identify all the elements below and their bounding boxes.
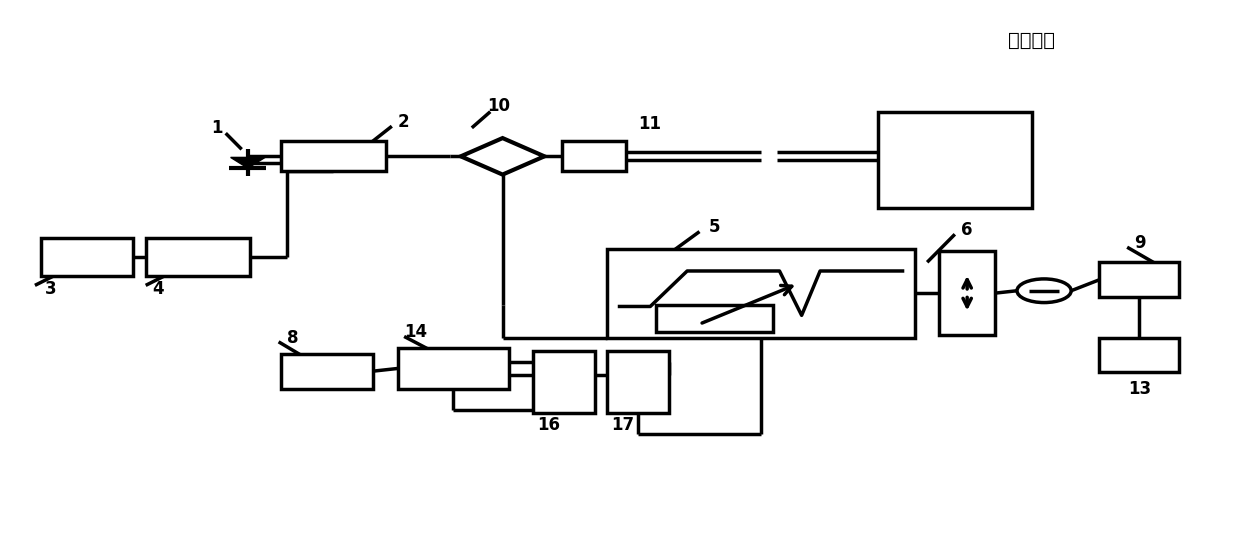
Bar	[607, 351, 669, 413]
Text: 13: 13	[1127, 379, 1151, 397]
Text: 3: 3	[45, 280, 57, 298]
Text: 10: 10	[487, 97, 510, 115]
Bar	[607, 249, 914, 337]
Text: 2: 2	[398, 114, 410, 132]
Text: 11: 11	[638, 115, 660, 133]
Bar	[281, 141, 385, 171]
Bar	[398, 348, 509, 389]
Bar	[657, 305, 773, 332]
Polygon shape	[230, 157, 265, 168]
Bar	[878, 112, 1032, 209]
Text: 14: 14	[404, 323, 427, 341]
Bar	[281, 354, 373, 389]
Bar	[41, 238, 134, 276]
Bar	[146, 238, 250, 276]
Text: 4: 4	[152, 280, 164, 298]
Text: 待测目标: 待测目标	[1009, 31, 1056, 50]
Text: 17: 17	[611, 416, 634, 434]
Text: 1: 1	[212, 119, 223, 137]
Bar	[533, 351, 595, 413]
Bar	[1099, 337, 1180, 372]
Bar	[561, 141, 626, 171]
Text: 9: 9	[1134, 234, 1145, 252]
Bar	[1099, 262, 1180, 297]
Bar	[461, 138, 544, 175]
Text: 8: 8	[287, 329, 299, 347]
Text: 5: 5	[709, 218, 721, 236]
Bar	[939, 252, 995, 335]
Text: 6: 6	[961, 221, 973, 239]
Text: 16: 16	[536, 416, 560, 434]
